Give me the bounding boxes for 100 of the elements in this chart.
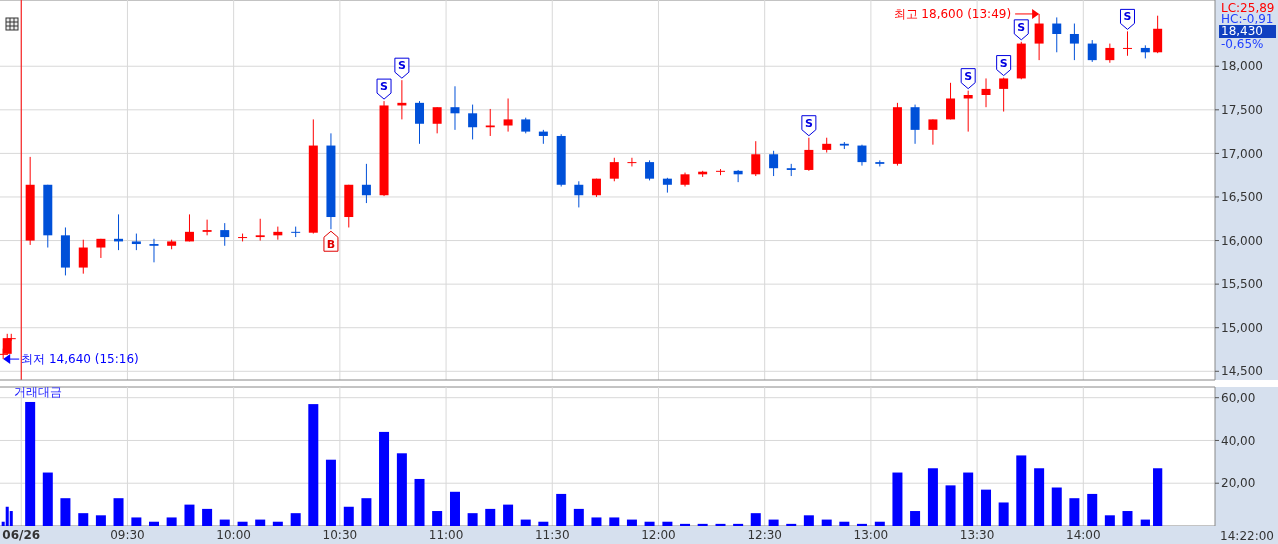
y-tick-label: 20,00 (1221, 476, 1256, 491)
candlestick (361, 163, 371, 204)
candlestick (1069, 23, 1079, 61)
x-tick-label: 11:00 (428, 528, 464, 542)
y-tick-label: 16,500 (1221, 190, 1263, 205)
candlestick (149, 238, 159, 263)
annotation: S (804, 116, 813, 130)
bar (1140, 519, 1150, 526)
bar (927, 468, 938, 526)
bar (325, 459, 336, 526)
bar (750, 513, 761, 526)
bar (343, 506, 354, 526)
candlestick (751, 140, 761, 177)
y-tick-label: 15,000 (1221, 320, 1263, 335)
bar (361, 498, 372, 526)
bar (255, 519, 266, 526)
bar (821, 519, 832, 526)
bar (113, 498, 124, 526)
bar (910, 511, 921, 526)
candlestick (946, 82, 956, 120)
bar (379, 431, 390, 526)
bar (573, 508, 584, 526)
candlestick (432, 106, 442, 134)
candlestick (857, 144, 867, 167)
candlestick (1105, 43, 1115, 64)
candlestick (184, 213, 194, 242)
bar (697, 523, 708, 526)
x-tick-label: 11:30 (534, 528, 570, 542)
x-tick-label: 06/26 (2, 528, 41, 542)
text: 18,430 (1221, 24, 1263, 38)
bar (715, 523, 726, 526)
y-tick-label: 17,000 (1221, 146, 1263, 161)
candlestick (415, 100, 425, 145)
x-tick-label: 12:00 (641, 528, 676, 542)
candlestick (999, 77, 1009, 113)
bar (626, 519, 637, 526)
y-tick-label: 18,000 (1221, 59, 1263, 74)
bar (60, 498, 71, 526)
candlestick (503, 97, 513, 133)
x-tick-label: 12:30 (747, 528, 782, 542)
annotation: S (964, 69, 973, 83)
annotation: S (1017, 20, 1026, 34)
candlestick (769, 150, 779, 177)
bar (786, 523, 797, 526)
bar (166, 517, 177, 526)
bar (981, 489, 992, 526)
bar (1069, 498, 1080, 526)
bar (308, 404, 319, 526)
bar (467, 513, 478, 526)
x-tick-label: 10:00 (216, 528, 251, 542)
y-tick-label: 40,00 (1221, 433, 1256, 448)
candlestick (468, 104, 478, 140)
bar (237, 521, 248, 526)
bar (963, 472, 974, 526)
bar (803, 515, 814, 526)
x-tick-label: 09:30 (110, 528, 145, 542)
x-tick-label: 13:30 (959, 528, 995, 542)
bar (644, 521, 655, 526)
annotation: S (999, 56, 1008, 70)
bar (184, 504, 195, 526)
candlestick (450, 85, 460, 131)
bar (42, 472, 53, 526)
bar (520, 519, 531, 526)
text: HC:-0,91 (1221, 12, 1274, 26)
annotation: S (380, 80, 389, 94)
bar (680, 523, 691, 526)
annotation: 최고 18,600 (13:49) (893, 7, 1012, 22)
candlestick (291, 226, 301, 238)
bar (1153, 468, 1163, 526)
candlestick (981, 77, 991, 108)
bar (219, 519, 230, 526)
bar (485, 508, 496, 526)
candlestick (202, 219, 212, 236)
bar (892, 472, 903, 526)
x-tick-label: 14:00 (1066, 528, 1101, 542)
bar (432, 511, 443, 526)
y-tick-label: 14,500 (1221, 364, 1263, 379)
bar (396, 453, 407, 526)
candlestick (1052, 16, 1062, 53)
bar (733, 523, 744, 526)
bar (998, 502, 1009, 526)
bar (1087, 493, 1098, 526)
bar (945, 485, 956, 526)
bar (202, 508, 213, 526)
bar (149, 521, 159, 526)
candlestick (609, 157, 619, 182)
text: -0,65% (1221, 37, 1264, 51)
bar (874, 521, 885, 526)
y-tick-label: 60,00 (1221, 390, 1256, 405)
bar (1016, 455, 1027, 526)
bar (591, 517, 602, 526)
candlestick (78, 239, 88, 275)
bar (25, 401, 36, 526)
bar (503, 504, 514, 526)
y-tick-label: 17,500 (1221, 103, 1263, 118)
candlestick (1122, 30, 1132, 57)
candlestick (928, 118, 938, 146)
bar (856, 523, 867, 526)
chart-title: 거래대금 (14, 385, 62, 399)
bar (538, 521, 549, 526)
